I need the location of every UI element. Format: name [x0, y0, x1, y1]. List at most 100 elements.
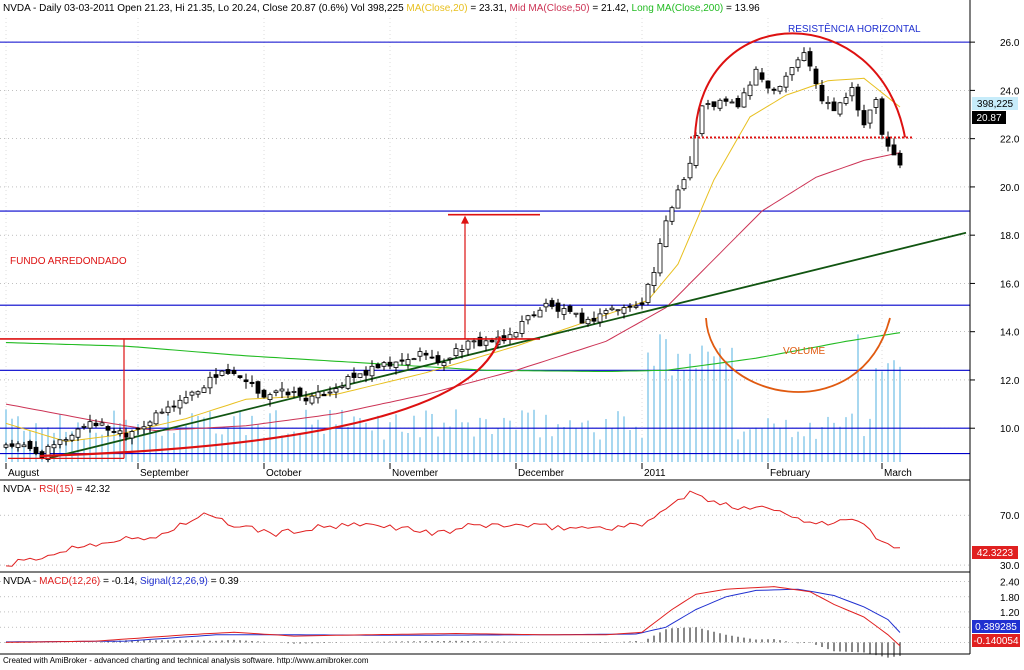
candle [159, 408, 165, 415]
candle [651, 266, 657, 293]
candle [3, 442, 9, 450]
candle [525, 314, 531, 325]
candle-body-down [105, 426, 111, 431]
volume-bar [815, 438, 817, 462]
candle [33, 441, 39, 456]
volume-bar [677, 353, 679, 462]
volume-bar [797, 431, 799, 462]
candle [219, 369, 225, 377]
candle-body-down [555, 302, 561, 312]
candle-body-up [801, 52, 807, 61]
volume-bar [569, 420, 571, 462]
candle-body-up [663, 220, 669, 248]
volume-bar [401, 431, 403, 462]
volume-bar [587, 420, 589, 462]
candle-body-up [177, 399, 183, 409]
candle [813, 65, 819, 89]
candle-body-up [417, 351, 423, 357]
candle [453, 343, 459, 359]
candle [723, 96, 729, 107]
candlestick-series [3, 47, 903, 463]
candle-body-up [669, 207, 675, 222]
candle [357, 373, 363, 379]
candle-body-up [795, 59, 801, 68]
volume-bar [719, 348, 721, 462]
month-label: 2011 [644, 468, 666, 479]
candle [819, 79, 825, 105]
candle [381, 361, 387, 371]
candle [225, 363, 231, 376]
candle [627, 303, 633, 312]
candle [387, 356, 393, 370]
candle [81, 423, 87, 430]
candle-body-up [585, 318, 591, 325]
candle-body-up [441, 362, 447, 367]
candle [549, 297, 555, 310]
candle [117, 427, 123, 437]
candle [69, 433, 75, 443]
volume-bar [647, 352, 649, 462]
candle [207, 371, 213, 395]
candle [45, 444, 51, 463]
rsi-header: NVDA - RSI(15) = 42.32 [3, 484, 110, 495]
volume-bar [605, 419, 607, 462]
candle-body-up [267, 394, 273, 400]
volume-bar [341, 409, 343, 462]
volume-bar [461, 422, 463, 462]
candle [375, 362, 381, 369]
candle-body-up [207, 376, 213, 389]
volume-bar [359, 417, 361, 462]
volume-bar [233, 416, 235, 462]
candle-body-up [459, 349, 465, 352]
candle [285, 388, 291, 398]
candle-body-down [423, 352, 429, 356]
volume-bar [323, 433, 325, 462]
candle [543, 298, 549, 312]
candle-body-down [351, 372, 357, 378]
candle-body-up [717, 99, 723, 109]
candle [621, 304, 627, 319]
candle-body-down [231, 370, 237, 375]
candle [135, 427, 141, 435]
candle-body-down [321, 393, 327, 397]
volume-bar [377, 415, 379, 462]
signal-line [6, 588, 901, 643]
candle-body-up [327, 391, 333, 394]
month-label: October [266, 468, 302, 479]
volume-bar [131, 432, 133, 462]
candle-body-up [195, 391, 201, 395]
candle [183, 390, 189, 405]
candle [201, 384, 207, 394]
candle [105, 424, 111, 437]
volume-bar [425, 410, 427, 462]
candle-body-up [699, 105, 705, 135]
candle-body-up [315, 391, 321, 399]
month-label: November [392, 468, 439, 479]
volume-bar [41, 428, 43, 462]
volume-bar [509, 420, 511, 462]
candle [639, 297, 645, 310]
candle-body-up [81, 425, 87, 428]
candle-body-up [789, 67, 795, 76]
candle [363, 366, 369, 383]
candle-body-up [159, 411, 165, 414]
candle-body-down [111, 431, 117, 433]
rsi-ytick-label: 70.0 [1000, 511, 1020, 522]
candle-body-up [273, 390, 279, 393]
volume-bar [659, 334, 661, 462]
price-ytick-label: 22.0 [1000, 135, 1020, 146]
candle-body-up [849, 87, 855, 97]
candle-body-up [219, 370, 225, 376]
candle [267, 392, 273, 407]
volume-bar [539, 437, 541, 462]
volume-bar [833, 422, 835, 462]
volume-bar [113, 410, 115, 462]
volume-bar [167, 414, 169, 462]
candle-body-up [783, 75, 789, 88]
candle-body-down [861, 110, 867, 126]
candle [339, 382, 345, 390]
candle-body-down [363, 369, 369, 376]
macd-badge-bg [972, 634, 1020, 647]
candle-body-down [303, 397, 309, 402]
